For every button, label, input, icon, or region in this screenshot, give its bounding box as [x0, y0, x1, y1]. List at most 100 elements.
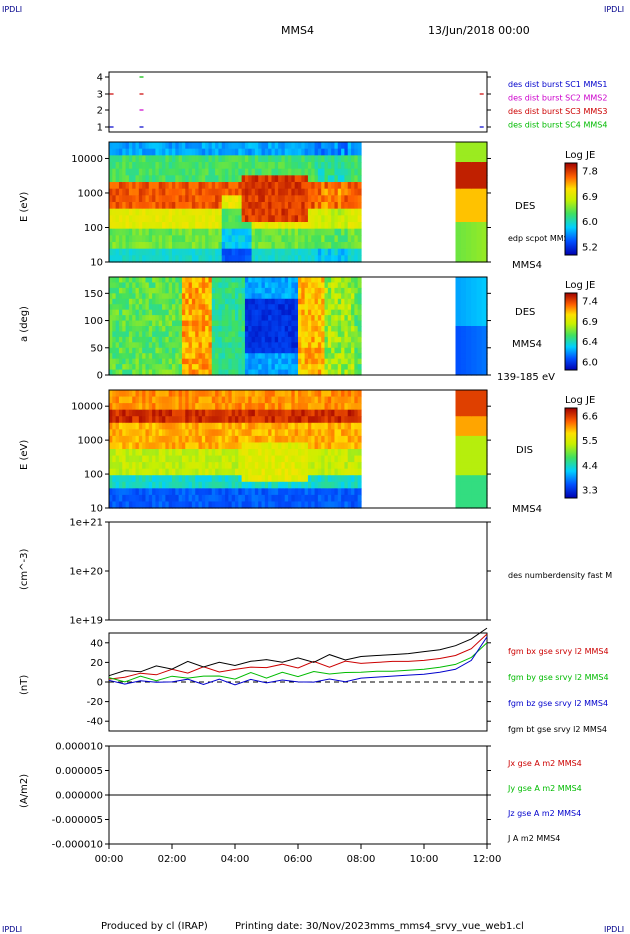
des-pitch-cell: [188, 304, 193, 311]
des-pitch-cell: [205, 364, 210, 371]
dis-energy-cell: [118, 449, 123, 457]
des-pitch-cell: [281, 336, 286, 343]
des-pitch-cell: [251, 293, 256, 300]
dis-energy-cell: [254, 403, 259, 411]
des-pitch-cell: [158, 369, 163, 376]
dis-energy-cell: [181, 481, 186, 489]
des-energy-cell: [324, 155, 329, 163]
dis-energy-cell: [261, 462, 266, 470]
des-pitch-cell: [235, 277, 239, 284]
des-energy-cell: [254, 248, 259, 256]
des-energy-cell: [115, 235, 120, 243]
dis-energy-cell: [357, 468, 362, 476]
dis-energy-cell: [148, 422, 153, 430]
des-energy-cell: [311, 175, 316, 183]
dis-energy-cell: [205, 442, 210, 450]
dis-energy-cell: [158, 455, 163, 463]
des-energy-cell: [481, 255, 488, 263]
dis-energy-cell: [218, 475, 223, 483]
des-energy-cell: [288, 142, 292, 150]
dis-energy-cell: [188, 396, 193, 404]
dis-energy-cell: [158, 501, 163, 509]
des-pitch-cell: [244, 309, 249, 316]
dis-energy-cell: [351, 494, 355, 503]
dis-energy-cell: [341, 494, 346, 503]
dis-energy-cell: [251, 409, 256, 417]
des-pitch-cell: [201, 320, 206, 327]
des-pitch-cell: [248, 293, 253, 300]
dis-energy-cell: [178, 409, 183, 417]
des-pitch-cell: [175, 277, 180, 284]
des-energy-cell: [254, 148, 259, 156]
des-pitch-cell: [191, 342, 196, 349]
des-energy-cell: [258, 202, 263, 210]
des-energy-cell: [181, 175, 186, 183]
des-energy-cell: [294, 215, 299, 223]
des-energy-cell: [235, 155, 239, 163]
dis-energy-cell: [254, 494, 259, 503]
des-pitch-cell: [274, 304, 279, 311]
des-pitch-cell: [301, 342, 306, 349]
des-energy-cell: [455, 148, 462, 156]
des-energy-cell: [471, 175, 478, 183]
des-energy-cell: [195, 168, 200, 176]
dis-energy-cell: [331, 396, 336, 404]
dis-energy-cell: [248, 429, 253, 437]
dis-energy-cell: [281, 416, 286, 424]
dis-energy-cell: [476, 416, 483, 424]
des-energy-cell: [481, 142, 488, 150]
des-pitch-cell: [244, 293, 249, 300]
dis-energy-cell: [145, 488, 150, 496]
dis-energy-cell: [294, 449, 299, 457]
des-energy-cell: [135, 155, 140, 163]
des-energy-cell: [248, 222, 253, 230]
dis-energy-cell: [142, 442, 147, 450]
des-pitch-cell: [118, 369, 123, 376]
des-pitch-cell: [344, 298, 349, 305]
des-pitch-cell: [324, 336, 329, 343]
des-energy-cell: [351, 175, 355, 183]
des-pitch-cell: [331, 342, 336, 349]
des-energy-cell: [284, 242, 289, 250]
des-pitch-cell: [145, 309, 150, 316]
des-pitch-cell: [304, 326, 309, 333]
dis-energy-cell: [152, 455, 157, 463]
des-energy-cell: [251, 155, 256, 163]
dis-energy-cell: [317, 409, 322, 417]
des-energy-cell: [288, 162, 292, 170]
dis-energy-cell: [118, 481, 123, 489]
dis-energy-cell: [317, 475, 322, 483]
des-energy-cell: [148, 162, 153, 170]
des-pitch-cell: [201, 336, 206, 343]
des-pitch-cell: [304, 277, 309, 284]
des-pitch-cell: [165, 358, 170, 365]
des-pitch-cell: [132, 369, 137, 376]
des-energy-cell: [109, 208, 113, 216]
dis-energy-cell: [198, 429, 203, 437]
des-pitch-cell: [185, 287, 190, 294]
dis-energy-cell: [337, 455, 342, 463]
dis-energy-cell: [122, 501, 127, 509]
des-pitch-cell: [337, 287, 342, 294]
des-energy-cell: [298, 148, 302, 156]
des-energy-cell: [455, 188, 462, 196]
des-pitch-cell: [278, 331, 283, 338]
des-energy-cell: [175, 142, 180, 150]
des-energy-cell: [172, 182, 176, 190]
dis-energy-cell: [168, 403, 173, 411]
des-energy-cell: [225, 208, 229, 216]
des-pitch-cell: [321, 304, 326, 311]
des-pitch-cell: [118, 277, 123, 284]
des-energy-cell: [258, 255, 263, 263]
dis-energy-cell: [278, 429, 283, 437]
des-pitch-cell: [324, 282, 329, 289]
des-energy-cell: [168, 248, 173, 256]
des-energy-cell: [162, 148, 166, 156]
des-energy-cell: [185, 235, 190, 243]
des-pitch-cell: [201, 304, 206, 311]
des-energy-cell: [155, 228, 160, 236]
des-pitch-cell: [311, 293, 316, 300]
des-energy-colorbar-title: Log JE: [565, 150, 595, 161]
des-energy-cell: [128, 235, 133, 243]
